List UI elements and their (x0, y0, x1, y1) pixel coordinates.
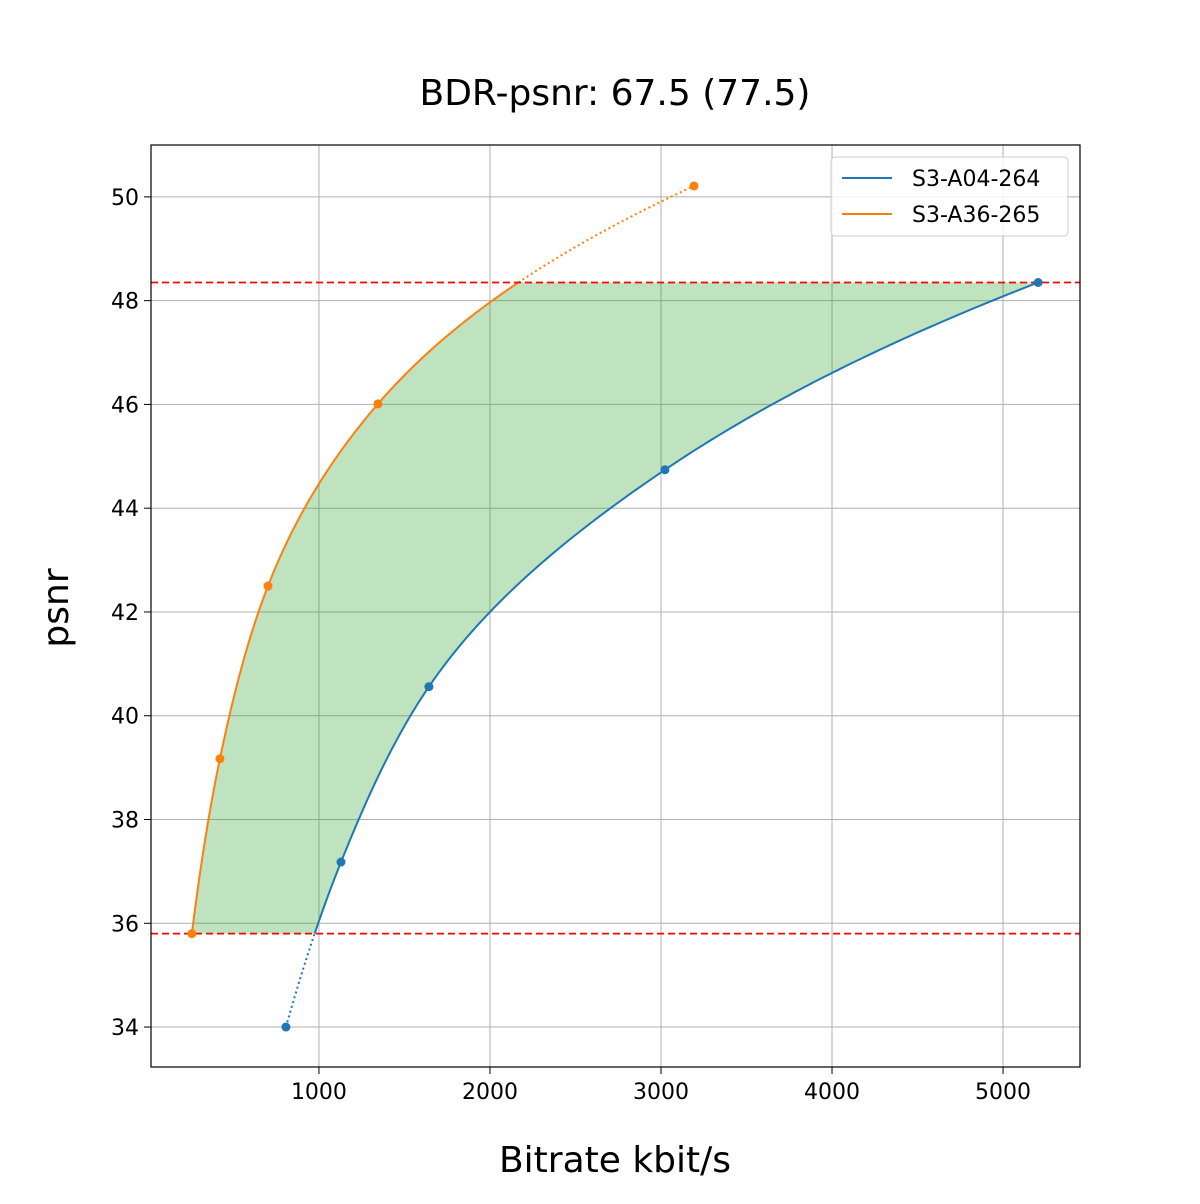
chart-title: BDR-psnr: 67.5 (77.5) (420, 73, 811, 114)
fill-area (191, 282, 1039, 934)
y-tick-label: 46 (111, 393, 139, 418)
y-tick-label: 42 (111, 601, 139, 626)
legend: S3-A04-264 S3-A36-265 (830, 156, 1069, 237)
x-tick-label: 2000 (462, 1080, 518, 1105)
series-line-1 (190, 281, 519, 934)
y-tick-label: 44 (111, 497, 139, 522)
data-point-0 (336, 857, 346, 867)
y-tick-label: 40 (111, 705, 139, 730)
ticks: 1000 2000 3000 4000 5000 34 36 38 40 42 44 46 48 50 (111, 186, 1031, 1105)
plot-frame (150, 144, 1081, 1068)
data-point-1 (187, 929, 197, 939)
series-lines (151, 181, 1080, 1032)
data-point-1 (263, 581, 273, 591)
x-axis-label: Bitrate kbit/s (499, 1140, 731, 1181)
x-tick-label: 4000 (804, 1080, 860, 1105)
data-point-0 (1033, 277, 1043, 287)
y-tick-label: 48 (111, 290, 139, 315)
data-point-0 (424, 682, 434, 692)
y-tick-label: 36 (111, 912, 139, 937)
data-point-0 (660, 465, 670, 475)
x-tick-label: 5000 (975, 1080, 1031, 1105)
series-dotted-1 (517, 185, 695, 284)
x-tick-label: 1000 (291, 1080, 347, 1105)
y-tick-label: 38 (111, 809, 139, 834)
y-axis-label: psnr (36, 568, 77, 647)
y-tick-label: 34 (111, 1016, 139, 1041)
legend-label-0: S3-A04-264 (912, 167, 1040, 192)
bdr-fill (191, 282, 1039, 934)
y-tick-label: 50 (111, 186, 139, 211)
data-point-1 (215, 754, 225, 764)
data-point-0 (281, 1022, 291, 1032)
data-point-1 (689, 181, 699, 191)
series-dotted-0 (284, 933, 316, 1028)
legend-label-1: S3-A36-265 (912, 203, 1040, 228)
data-point-1 (373, 399, 383, 409)
x-tick-label: 3000 (633, 1080, 689, 1105)
series-line-0 (313, 281, 1039, 934)
